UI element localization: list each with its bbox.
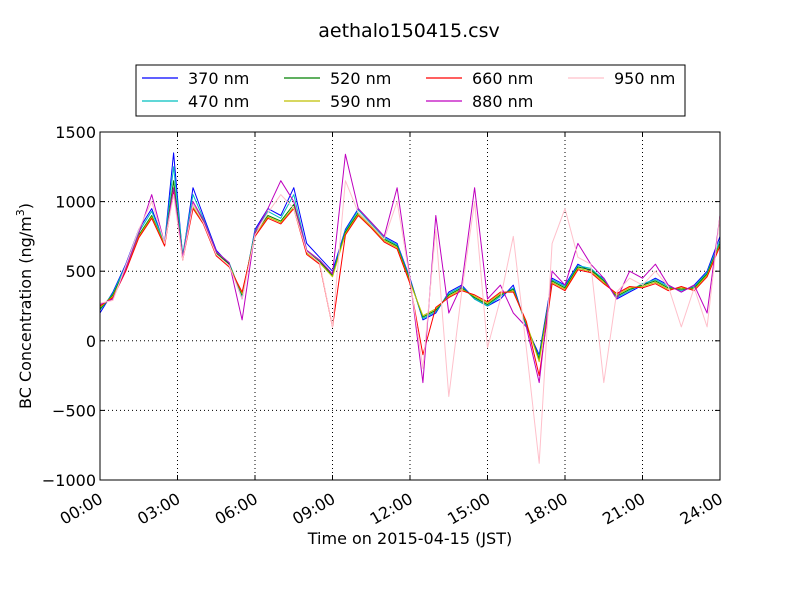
y-axis-label-main: BC Concentration (ng/m <box>16 216 35 409</box>
legend-box <box>135 64 686 117</box>
y-tick-label: 1000 <box>55 193 96 212</box>
chart-title: aethalo150415.csv <box>318 20 500 42</box>
y-tick-label: −500 <box>52 401 96 420</box>
y-tick-label: 500 <box>65 262 96 281</box>
grid-layer <box>100 132 720 480</box>
y-axis-label: BC Concentration (ng/m3) <box>14 203 35 409</box>
legend-label: 660 nm <box>472 69 533 88</box>
legend-label: 370 nm <box>188 69 249 88</box>
y-tick-label: 1500 <box>55 123 96 142</box>
series-line-880-nm <box>99 153 721 384</box>
y-axis-label-superscript: 3 <box>14 209 27 216</box>
series-layer <box>99 152 721 464</box>
y-tick-label: 0 <box>86 332 96 351</box>
y-tick-label: −1000 <box>42 471 96 490</box>
legend-label: 520 nm <box>330 69 391 88</box>
legend-label: 470 nm <box>188 92 249 111</box>
legend-entries: 370 nm 470 nm 520 nm 590 nm 660 nm 880 nm 950 … <box>142 69 675 111</box>
series-line-660-nm <box>99 190 721 377</box>
legend-label: 590 nm <box>330 92 391 111</box>
legend: 370 nm 470 nm 520 nm 590 nm 660 nm 880 nm 950 … <box>135 64 686 117</box>
y-axis-label-tail: ) <box>16 203 35 209</box>
legend-label: 950 nm <box>614 69 675 88</box>
series-line-950-nm <box>99 180 721 464</box>
x-axis-label: Time on 2015-04-15 (JST) <box>307 529 512 548</box>
legend-label: 880 nm <box>472 92 533 111</box>
